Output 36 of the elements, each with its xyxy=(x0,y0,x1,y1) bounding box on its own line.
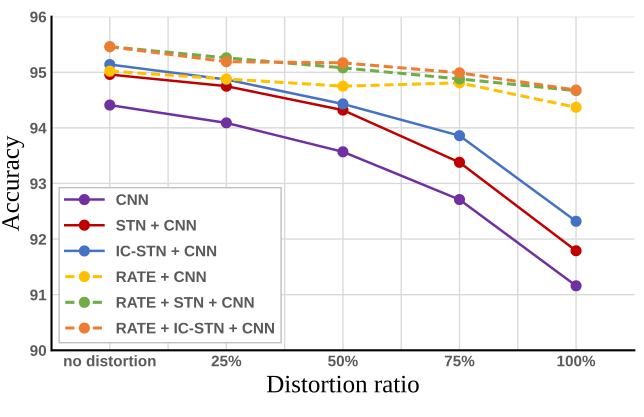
y-tick-label: 93 xyxy=(30,178,46,190)
y-tick-label: 92 xyxy=(30,234,46,245)
legend-label: RATE + CNN xyxy=(116,271,206,282)
point xyxy=(454,130,466,142)
point xyxy=(454,67,466,78)
y-tick-label: 96 xyxy=(30,12,46,22)
legend-label: CNN xyxy=(116,194,148,206)
x-axis-title: Distortion ratio xyxy=(266,376,419,393)
legend-label: IC-STN + CNN xyxy=(116,246,216,256)
point xyxy=(337,80,348,92)
point xyxy=(104,66,116,77)
y-axis-title: Accuracy xyxy=(2,136,24,232)
y-tick-label: 95 xyxy=(30,67,46,78)
point xyxy=(220,56,232,68)
point xyxy=(454,156,466,168)
point xyxy=(570,280,582,292)
legend-label: STN + CNN xyxy=(116,220,196,231)
x-tick-label: 100% xyxy=(557,356,596,366)
y-tick-label: 91 xyxy=(30,290,46,300)
y-tick-label: 90 xyxy=(30,345,46,356)
point xyxy=(337,98,348,110)
x-tick-label: 50% xyxy=(328,356,358,366)
point xyxy=(337,146,348,158)
x-tick-label: 75% xyxy=(444,356,474,366)
x-tick-label: 25% xyxy=(212,356,242,366)
point xyxy=(570,245,582,256)
point xyxy=(104,100,116,111)
point xyxy=(570,102,582,113)
point xyxy=(454,194,466,206)
point xyxy=(570,216,582,227)
legend-label: RATE + STN + CNN xyxy=(116,296,254,308)
point xyxy=(220,117,232,128)
point xyxy=(337,57,348,68)
legend-label: RATE + IC-STN + CNN xyxy=(116,322,274,334)
x-tick-label: no distortion xyxy=(64,355,156,366)
y-tick-label: 94 xyxy=(30,122,47,134)
